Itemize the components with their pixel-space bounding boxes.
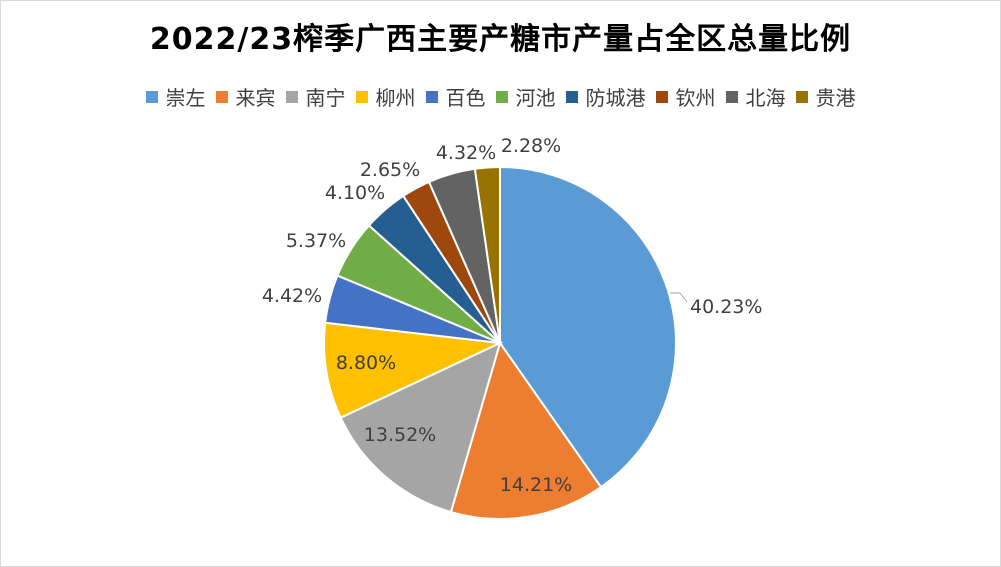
legend-swatch — [215, 90, 228, 103]
legend-label: 河池 — [515, 86, 556, 110]
data-label: 4.32% — [436, 142, 496, 164]
legend-label: 钦州 — [675, 86, 716, 110]
legend-swatch — [725, 90, 738, 103]
legend-item: 来宾 — [215, 82, 276, 111]
data-label: 2.28% — [501, 135, 561, 157]
legend-item: 崇左 — [145, 82, 206, 111]
data-label: 8.80% — [336, 352, 396, 374]
data-label: 5.37% — [286, 230, 346, 252]
legend-swatch — [565, 90, 578, 103]
legend-label: 南宁 — [305, 86, 346, 110]
legend-swatch — [495, 90, 508, 103]
legend-item: 贵港 — [795, 82, 856, 111]
leader-line — [670, 292, 688, 303]
legend-item: 柳州 — [355, 82, 416, 111]
legend-label: 防城港 — [585, 86, 646, 110]
chart-legend: 崇左 来宾 南宁 柳州 百色 河池 防城港 钦州 北海 贵港 — [0, 82, 1001, 111]
legend-label: 北海 — [745, 86, 786, 110]
legend-swatch — [355, 90, 368, 103]
legend-item: 钦州 — [655, 82, 716, 111]
legend-item: 北海 — [725, 82, 786, 111]
legend-swatch — [145, 90, 158, 103]
legend-label: 贵港 — [815, 86, 856, 110]
legend-swatch — [655, 90, 668, 103]
legend-swatch — [285, 90, 298, 103]
legend-label: 百色 — [445, 86, 486, 110]
data-label: 4.10% — [325, 182, 385, 204]
pie-slice — [473, 165, 501, 344]
data-label: 40.23% — [690, 296, 762, 318]
data-label: 2.65% — [360, 159, 420, 181]
legend-label: 柳州 — [375, 86, 416, 110]
legend-item: 南宁 — [285, 82, 346, 111]
data-label: 4.42% — [262, 285, 322, 307]
legend-item: 百色 — [425, 82, 486, 111]
pie-slice — [339, 341, 502, 514]
data-label: 14.21% — [500, 474, 572, 496]
legend-item: 防城港 — [565, 82, 646, 111]
legend-label: 来宾 — [235, 86, 276, 110]
data-label: 13.52% — [364, 424, 436, 446]
chart-title: 2022/23榨季广西主要产糖市产量占全区总量比例 — [149, 22, 852, 57]
pie-slice — [323, 321, 504, 419]
pie-slice — [449, 340, 603, 520]
legend-item: 河池 — [495, 82, 556, 111]
legend-swatch — [425, 90, 438, 103]
pie-slice — [499, 165, 677, 489]
legend-swatch — [795, 90, 808, 103]
legend-label: 崇左 — [165, 86, 206, 110]
